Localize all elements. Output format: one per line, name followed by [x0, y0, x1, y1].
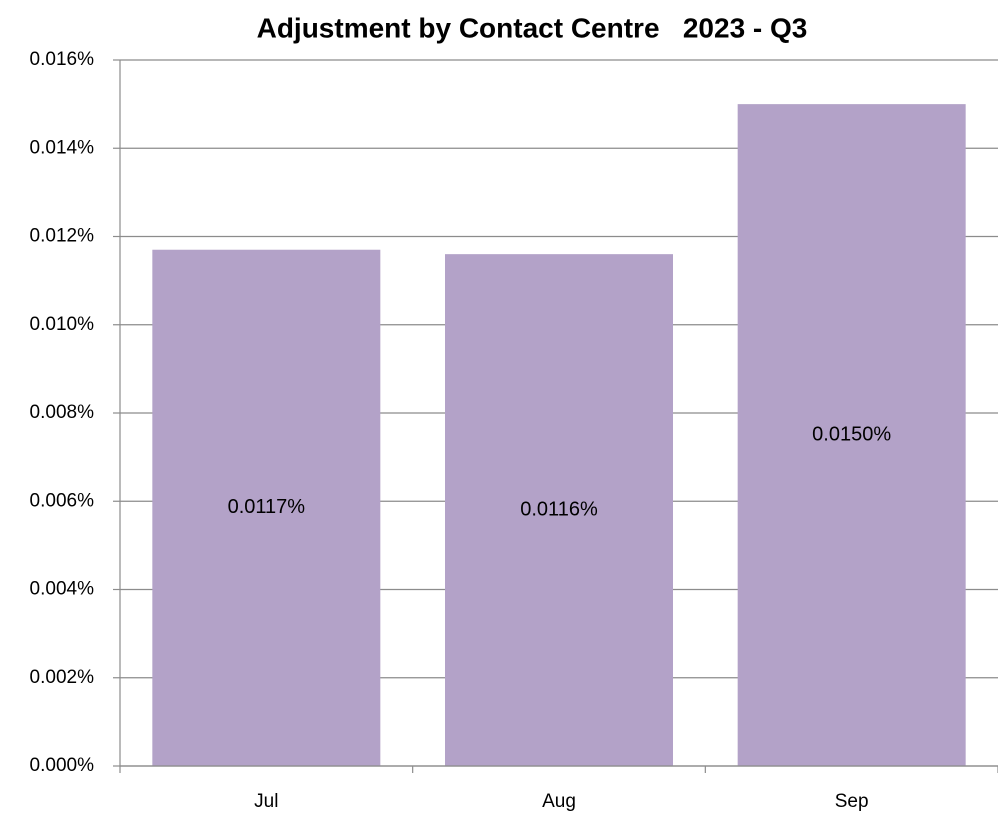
y-tick-label: 0.004%	[30, 579, 95, 600]
chart-title: Adjustment by Contact Centre 2023 - Q3	[257, 12, 808, 43]
x-tick-label: Aug	[542, 791, 576, 812]
value-label: 0.0116%	[520, 498, 598, 520]
bar	[152, 249, 381, 767]
y-tick-label: 0.000%	[30, 755, 95, 776]
x-tick-label: Sep	[835, 791, 869, 812]
x-tick-label: Jul	[254, 791, 278, 812]
y-tick-label: 0.014%	[30, 137, 95, 158]
y-tick-label: 0.002%	[30, 667, 95, 688]
value-label: 0.0117%	[228, 496, 306, 518]
y-tick-label: 0.006%	[30, 490, 95, 511]
bar	[737, 104, 966, 766]
bar	[445, 254, 673, 766]
y-tick-label: 0.016%	[30, 49, 95, 70]
value-label: 0.0150%	[812, 423, 891, 445]
y-tick-label: 0.010%	[30, 314, 95, 335]
y-tick-label: 0.008%	[30, 402, 95, 423]
y-tick-label: 0.012%	[30, 226, 95, 247]
